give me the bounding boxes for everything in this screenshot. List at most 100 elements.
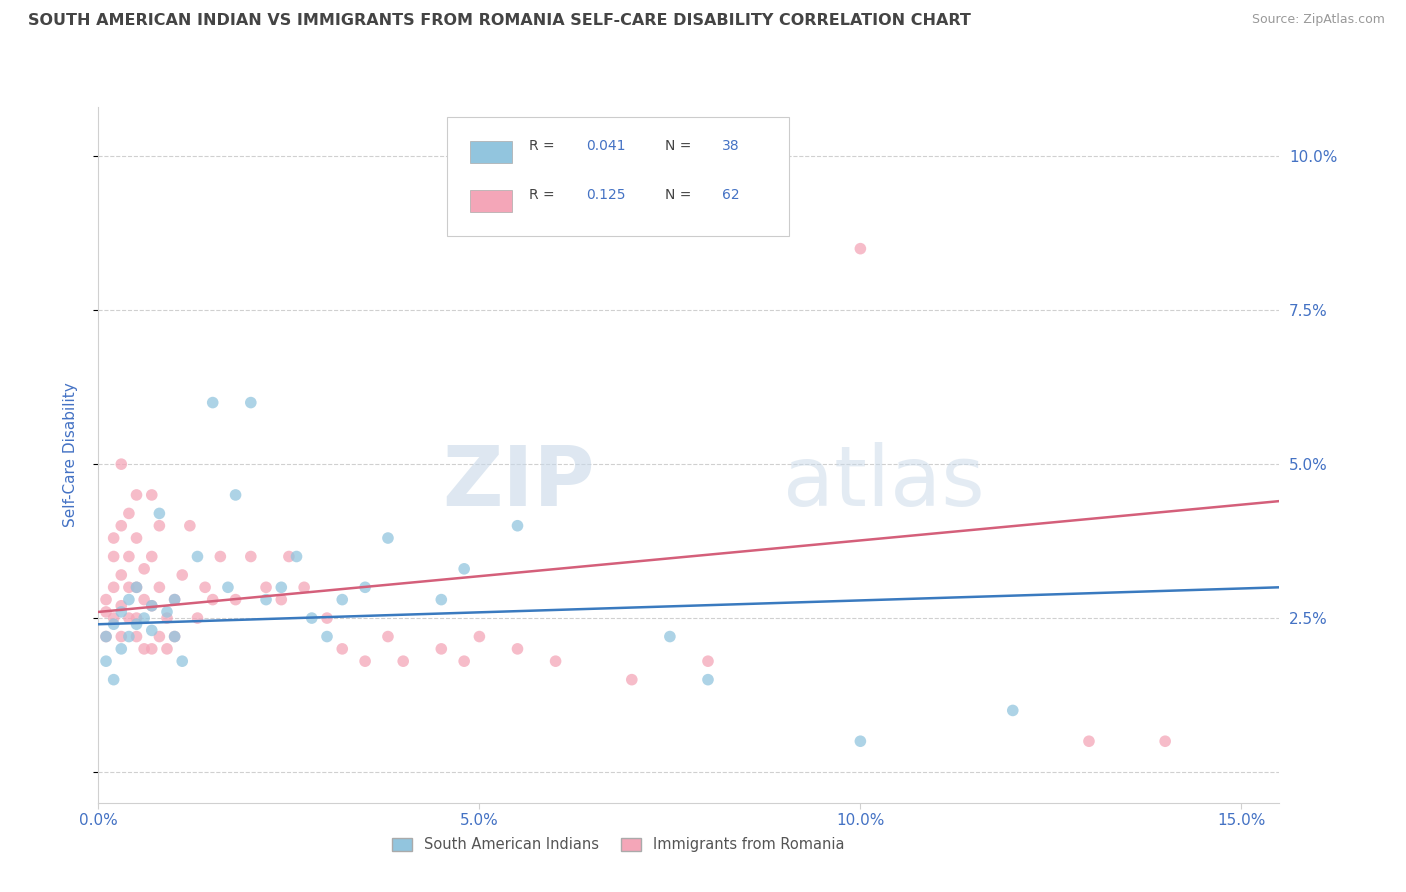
Point [354,654,377,668]
Point [103,531,125,545]
Point [354,580,377,594]
Point [110,599,132,613]
Point [134,641,156,656]
Point [125,580,148,594]
Point [544,654,567,668]
Point [118,630,141,644]
Point [94,654,117,668]
Point [209,549,232,564]
Point [506,641,529,656]
Point [201,592,224,607]
Text: atlas: atlas [783,442,986,524]
Point [270,592,292,607]
Point [148,580,170,594]
Point [225,488,247,502]
Point [148,507,170,521]
Point [1078,734,1101,748]
Point [172,568,194,582]
Text: R =: R = [530,188,560,202]
Point [430,592,453,607]
Point [194,580,217,594]
Point [156,611,179,625]
Point [453,562,475,576]
Point [156,641,179,656]
Point [156,605,179,619]
Point [141,488,163,502]
Point [849,734,872,748]
Point [163,592,186,607]
Point [1001,703,1024,717]
Point [94,605,117,619]
Text: ZIP: ZIP [441,442,595,524]
Point [179,518,201,533]
Point [103,673,125,687]
Point [316,611,339,625]
Point [1154,734,1177,748]
Point [94,630,117,644]
Point [103,549,125,564]
Point [292,580,315,594]
Point [697,673,720,687]
Point [301,611,323,625]
Point [163,630,186,644]
Point [277,549,299,564]
Point [125,580,148,594]
Point [103,611,125,625]
Point [377,531,399,545]
Point [225,592,247,607]
Text: 38: 38 [723,139,740,153]
Text: SOUTH AMERICAN INDIAN VS IMMIGRANTS FROM ROMANIA SELF-CARE DISABILITY CORRELATIO: SOUTH AMERICAN INDIAN VS IMMIGRANTS FROM… [28,13,972,29]
Point [141,641,163,656]
Point [239,549,262,564]
Point [134,592,156,607]
Text: N =: N = [665,139,696,153]
Point [141,599,163,613]
Point [377,630,399,644]
Point [110,605,132,619]
Point [125,630,148,644]
Point [94,592,117,607]
Point [148,518,170,533]
Point [430,641,453,656]
Point [94,630,117,644]
Point [186,611,208,625]
Point [125,617,148,632]
Point [468,630,491,644]
Text: R =: R = [530,139,560,153]
Point [330,641,353,656]
Point [125,531,148,545]
Point [239,395,262,409]
Point [110,641,132,656]
Text: Source: ZipAtlas.com: Source: ZipAtlas.com [1251,13,1385,27]
Point [620,673,643,687]
FancyBboxPatch shape [471,190,512,212]
Point [163,630,186,644]
Point [118,580,141,594]
Legend: South American Indians, Immigrants from Romania: South American Indians, Immigrants from … [387,831,851,858]
Point [285,549,308,564]
FancyBboxPatch shape [447,118,789,235]
Point [118,507,141,521]
Text: 62: 62 [723,188,740,202]
Text: N =: N = [665,188,696,202]
Point [453,654,475,668]
Point [697,654,720,668]
Point [254,580,277,594]
Text: 0.125: 0.125 [586,188,626,202]
Point [110,568,132,582]
Point [316,630,339,644]
Text: 0.041: 0.041 [586,139,626,153]
FancyBboxPatch shape [471,141,512,163]
Y-axis label: Self-Care Disability: Self-Care Disability [63,383,77,527]
Point [103,617,125,632]
Point [201,395,224,409]
Point [134,611,156,625]
Point [506,518,529,533]
Point [134,562,156,576]
Point [163,592,186,607]
Point [110,518,132,533]
Point [658,630,681,644]
Point [172,654,194,668]
Point [118,549,141,564]
Point [118,611,141,625]
